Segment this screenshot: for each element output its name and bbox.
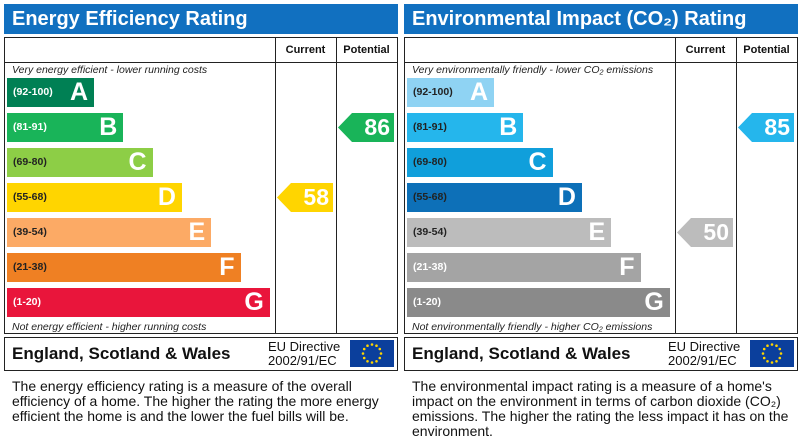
footer-row: England, Scotland & Wales EU Directive 20…	[404, 337, 798, 371]
top-description: Very energy efficient - lower running co…	[12, 64, 208, 76]
band-letter: D	[557, 183, 576, 211]
current-rating-value: 58	[303, 184, 329, 210]
band-c: (69-80) C	[7, 148, 153, 177]
band-letter: B	[99, 113, 118, 141]
panel-title: Energy Efficiency Rating	[4, 4, 398, 34]
potential-rating-arrow: 85	[738, 113, 794, 142]
band-range: (21-38)	[13, 261, 47, 273]
potential-rating-arrow: 86	[338, 113, 394, 142]
rating-explanation: The energy efficiency rating is a measur…	[12, 378, 379, 424]
footer-row: England, Scotland & Wales EU Directive 20…	[4, 337, 398, 371]
band-range: (69-80)	[413, 156, 447, 168]
band-range: (55-68)	[413, 191, 447, 203]
rating-table: Current Potential Very environmentally f…	[404, 37, 798, 334]
country-label: England, Scotland & Wales	[412, 344, 631, 363]
band-range: (1-20)	[13, 296, 42, 308]
band-letter: A	[69, 78, 88, 106]
band-b: (81-91) B	[7, 113, 124, 142]
eu-directive: EU Directive 2002/91/EC	[268, 339, 341, 368]
band-range: (81-91)	[13, 121, 47, 133]
country-label: England, Scotland & Wales	[12, 344, 231, 363]
band-d: (55-68) D	[407, 183, 582, 212]
band-letter: A	[469, 78, 488, 106]
band-f: (21-38) F	[7, 253, 241, 282]
band-range: (92-100)	[13, 86, 53, 98]
bottom-description: Not energy efficient - higher running co…	[12, 321, 207, 333]
rating-explanation: The environmental impact rating is a mea…	[412, 378, 789, 439]
eu-flag-icon	[750, 340, 794, 367]
band-c: (69-80) C	[407, 148, 553, 177]
band-letter: F	[619, 253, 635, 281]
band-range: (39-54)	[13, 226, 47, 238]
band-letter: B	[499, 113, 518, 141]
band-letter: E	[188, 218, 206, 246]
band-range: (81-91)	[413, 121, 447, 133]
potential-header: Potential	[743, 44, 790, 56]
band-letter: G	[244, 288, 264, 316]
current-rating-arrow: 50	[677, 218, 733, 247]
band-letter: E	[588, 218, 606, 246]
eu-flag-icon	[350, 340, 394, 367]
band-range: (21-38)	[413, 261, 447, 273]
potential-rating-value: 85	[764, 114, 790, 140]
rating-table: Current Potential Very energy efficient …	[4, 37, 398, 334]
band-range: (1-20)	[413, 296, 442, 308]
band-e: (39-54) E	[7, 218, 212, 247]
energy-efficiency-panel: Energy Efficiency Rating Current Potenti…	[4, 0, 398, 445]
band-g: (1-20) G	[7, 288, 270, 317]
band-letter: C	[128, 148, 147, 176]
band-letter: C	[528, 148, 547, 176]
band-g: (1-20) G	[407, 288, 670, 317]
current-header: Current	[685, 44, 726, 56]
current-rating-arrow: 58	[277, 183, 333, 212]
potential-rating-value: 86	[364, 114, 390, 140]
band-range: (69-80)	[13, 156, 47, 168]
panel-title: Environmental Impact (CO₂) Rating	[404, 4, 798, 34]
band-f: (21-38) F	[407, 253, 641, 282]
potential-header: Potential	[343, 44, 390, 56]
band-letter: D	[157, 183, 176, 211]
band-d: (55-68) D	[7, 183, 182, 212]
band-b: (81-91) B	[407, 113, 524, 142]
band-a: (92-100) A	[7, 78, 94, 107]
top-description: Very environmentally friendly - lower CO…	[412, 64, 654, 76]
band-range: (92-100)	[413, 86, 453, 98]
band-range: (55-68)	[13, 191, 47, 203]
band-e: (39-54) E	[407, 218, 612, 247]
environmental-impact-panel: Environmental Impact (CO₂) Rating Curren…	[404, 0, 798, 445]
eu-directive: EU Directive 2002/91/EC	[668, 339, 741, 368]
band-range: (39-54)	[413, 226, 447, 238]
current-header: Current	[285, 44, 326, 56]
band-a: (92-100) A	[407, 78, 494, 107]
band-letter: F	[219, 253, 235, 281]
current-rating-value: 50	[703, 219, 729, 245]
bottom-description: Not environmentally friendly - higher CO…	[412, 321, 653, 333]
band-letter: G	[644, 288, 664, 316]
